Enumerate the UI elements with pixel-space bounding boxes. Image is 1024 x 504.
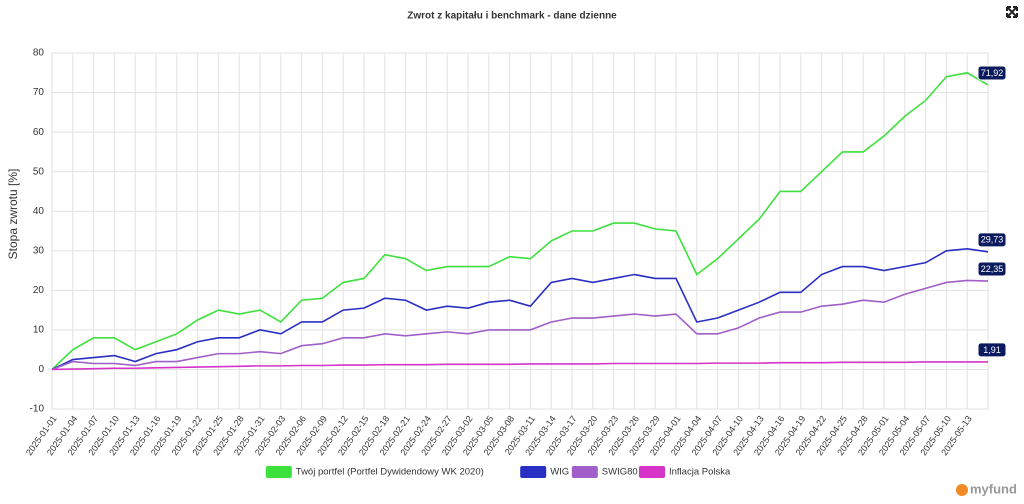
legend-swatch xyxy=(639,466,665,478)
end-label-box xyxy=(977,65,1007,81)
y-tick-label: 10 xyxy=(33,325,45,336)
legend-label: Twój portfel (Portfel Dywidendowy WK 202… xyxy=(296,467,484,478)
y-tick-label: 70 xyxy=(33,87,45,98)
series-line xyxy=(51,71,989,371)
chart-title: Zwrot z kapitału i benchmark - dane dzie… xyxy=(407,11,617,22)
end-label: 1,91 xyxy=(977,342,1007,358)
logo: myfund xyxy=(970,481,1017,496)
y-tick-label: 80 xyxy=(33,48,45,59)
series-line xyxy=(51,247,989,371)
end-label-text: 71,92 xyxy=(981,68,1004,78)
y-tick-label: 50 xyxy=(33,166,45,177)
legend-swatch xyxy=(520,466,547,478)
end-label: 22,35 xyxy=(977,261,1007,277)
end-label: 71,92 xyxy=(977,65,1007,81)
legend-label: WIG xyxy=(550,467,569,478)
end-label-text: 22,35 xyxy=(981,264,1004,274)
y-tick-label: 40 xyxy=(33,206,45,217)
end-label: 29,73 xyxy=(977,232,1007,248)
y-tick-label: 30 xyxy=(33,245,45,256)
end-label-text: 1,91 xyxy=(983,345,1001,355)
legend-label: SWIG80 xyxy=(602,467,638,478)
y-tick-label: -10 xyxy=(30,404,45,415)
y-tick-label: 60 xyxy=(33,127,45,138)
y-tick-label: 0 xyxy=(38,364,44,375)
plot-border xyxy=(51,52,989,410)
end-label-box xyxy=(977,342,1007,358)
legend-label: Inflacja Polska xyxy=(669,467,731,478)
y-tick-label: 20 xyxy=(33,285,45,296)
end-label-box xyxy=(977,232,1007,248)
end-label-text: 29,73 xyxy=(981,235,1004,245)
logo-icon xyxy=(956,484,968,496)
series-line xyxy=(51,361,989,371)
legend-swatch xyxy=(265,466,292,478)
series-line xyxy=(51,279,989,371)
expand-icon[interactable] xyxy=(1006,6,1018,18)
y-axis-label: Stopa zwrotu [%] xyxy=(6,169,20,260)
end-label-box xyxy=(977,261,1007,277)
legend-swatch xyxy=(571,466,598,478)
